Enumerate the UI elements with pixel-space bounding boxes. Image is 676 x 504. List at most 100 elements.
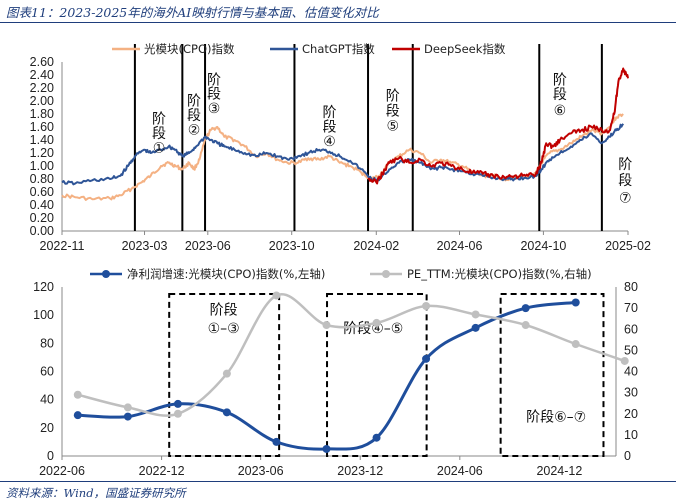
stage-label-char: ③	[208, 101, 221, 117]
bottom-series-point	[322, 444, 331, 453]
top-legend-label: 光模块(CPO)指数	[144, 42, 235, 56]
stage-label-char: ⑤	[387, 118, 400, 134]
bottom-series-point	[372, 433, 381, 442]
bottom-series-point	[322, 321, 331, 330]
stage-label-char: 段	[323, 120, 337, 136]
bottom-legend-marker	[102, 270, 110, 278]
stage-label-char: ②	[188, 122, 201, 138]
bottom-right-tick-label: 20	[624, 407, 638, 421]
bottom-legend-label: 净利润增速:光模块(CPO)指数(%,左轴)	[127, 267, 325, 281]
bottom-x-tick-label: 2024-12	[536, 464, 582, 478]
stage-label-char: 阶	[618, 157, 632, 173]
bottom-left-tick-label: 80	[40, 336, 54, 350]
top-y-tick-label: 1.20	[30, 146, 54, 160]
bottom-series-point	[372, 318, 381, 327]
top-y-tick-label: 0.80	[30, 172, 54, 186]
stage-box-label: 阶段	[210, 303, 238, 319]
bottom-right-tick-label: 50	[624, 343, 638, 357]
bottom-legend-marker	[382, 270, 390, 278]
bottom-series-point	[173, 409, 182, 418]
series-line-2	[367, 67, 629, 185]
stage-label-char: 阶	[553, 72, 567, 88]
top-x-tick-label: 2024-10	[520, 239, 566, 253]
source-rule	[0, 481, 676, 482]
stage-box	[326, 293, 428, 457]
bottom-series-point	[521, 321, 530, 330]
stage-box-label: ①–③	[208, 321, 240, 337]
top-y-tick-label: 1.60	[30, 120, 54, 134]
top-chart: 0.000.200.400.600.801.001.201.401.601.80…	[30, 42, 651, 253]
bottom-right-tick-label: 0	[624, 449, 631, 463]
bottom-series-point	[123, 412, 132, 421]
stage-label-char: 阶	[386, 89, 400, 105]
stage-label-char: 段	[207, 87, 221, 103]
top-y-tick-label: 0.60	[30, 185, 54, 199]
bottom-x-tick-label: 2022-12	[139, 464, 185, 478]
bottom-series-point	[471, 323, 480, 332]
top-y-tick-label: 2.60	[30, 55, 54, 69]
bottom-series-point	[422, 354, 431, 363]
bottom-right-tick-label: 10	[624, 428, 638, 442]
top-y-tick-label: 0.00	[30, 224, 54, 238]
stage-label-char: 段	[553, 87, 567, 103]
bottom-right-tick-label: 30	[624, 386, 638, 400]
stage-label-char: 段	[386, 103, 400, 119]
stage-label-char: 段	[618, 173, 632, 189]
top-x-tick-label: 2023-03	[122, 239, 168, 253]
bottom-right-tick-label: 40	[624, 365, 638, 379]
bottom-chart: 0 20 40 60 80 100 120 0 10 20 30 40 50 60 70 80 2022-06 2…	[33, 267, 638, 478]
top-legend-label: DeepSeek指数	[424, 42, 506, 56]
stage-label-char: 阶	[207, 72, 221, 88]
bottom-series-point	[471, 310, 480, 319]
stage-label-char: 阶	[152, 111, 166, 127]
bottom-series-point	[571, 298, 580, 307]
source-note: 资料来源：Wind，国盛证券研究所	[6, 486, 186, 500]
title-rule	[0, 22, 676, 23]
top-legend-label: ChatGPT指数	[302, 42, 375, 56]
top-y-tick-label: 0.20	[30, 211, 54, 225]
bottom-x-tick-label: 2022-06	[39, 464, 85, 478]
bottom-series-point	[173, 399, 182, 408]
stage-label-char: 段	[187, 108, 201, 124]
top-x-tick-label: 2024-02	[353, 239, 399, 253]
top-x-tick-label: 2025-02	[605, 239, 651, 253]
bottom-series-point	[222, 408, 231, 417]
bottom-right-tick-label: 80	[624, 280, 638, 294]
top-y-tick-label: 0.40	[30, 198, 54, 212]
bottom-series-point	[73, 390, 82, 399]
stage-label-char: 段	[152, 126, 166, 142]
top-x-tick-label: 2024-06	[437, 239, 483, 253]
top-y-tick-label: 1.00	[30, 159, 54, 173]
bottom-series-point	[123, 403, 132, 412]
top-x-tick-label: 2022-11	[40, 239, 85, 253]
top-x-tick-label: 2023-06	[185, 239, 231, 253]
top-y-tick-label: 1.80	[30, 107, 54, 121]
bottom-left-tick-label: 20	[40, 421, 54, 435]
bottom-left-tick-label: 100	[33, 308, 54, 322]
bottom-series-point	[73, 411, 82, 420]
bottom-series-point	[521, 304, 530, 313]
bottom-series-point	[272, 291, 281, 300]
top-y-tick-label: 2.00	[30, 94, 54, 108]
stage-label-char: ⑥	[554, 103, 567, 119]
bottom-x-tick-label: 2023-06	[238, 464, 284, 478]
bottom-series-point	[422, 302, 431, 311]
bottom-left-tick-label: 0	[47, 449, 54, 463]
stage-box	[499, 293, 605, 457]
stage-label-char: ④	[323, 134, 336, 150]
stage-box	[168, 293, 281, 457]
bottom-x-tick-label: 2024-06	[437, 464, 483, 478]
bottom-x-tick-label: 2023-12	[337, 464, 383, 478]
bottom-left-tick-label: 120	[33, 280, 54, 294]
bottom-right-tick-label: 70	[624, 301, 638, 315]
top-x-tick-label: 2023-10	[269, 239, 315, 253]
bottom-legend-label: PE_TTM:光模块(CPO)指数(%,右轴)	[407, 267, 592, 281]
bottom-series-point	[571, 340, 580, 349]
bottom-left-tick-label: 60	[40, 365, 54, 379]
stage-label-char: ①	[153, 141, 166, 157]
bottom-right-tick-label: 60	[624, 322, 638, 336]
figure-title: 图表11：2023-2025年的海外AI映射行情与基本面、估值变化对比	[6, 5, 379, 20]
bottom-left-tick-label: 40	[40, 393, 54, 407]
stage-label-char: 阶	[323, 105, 337, 121]
